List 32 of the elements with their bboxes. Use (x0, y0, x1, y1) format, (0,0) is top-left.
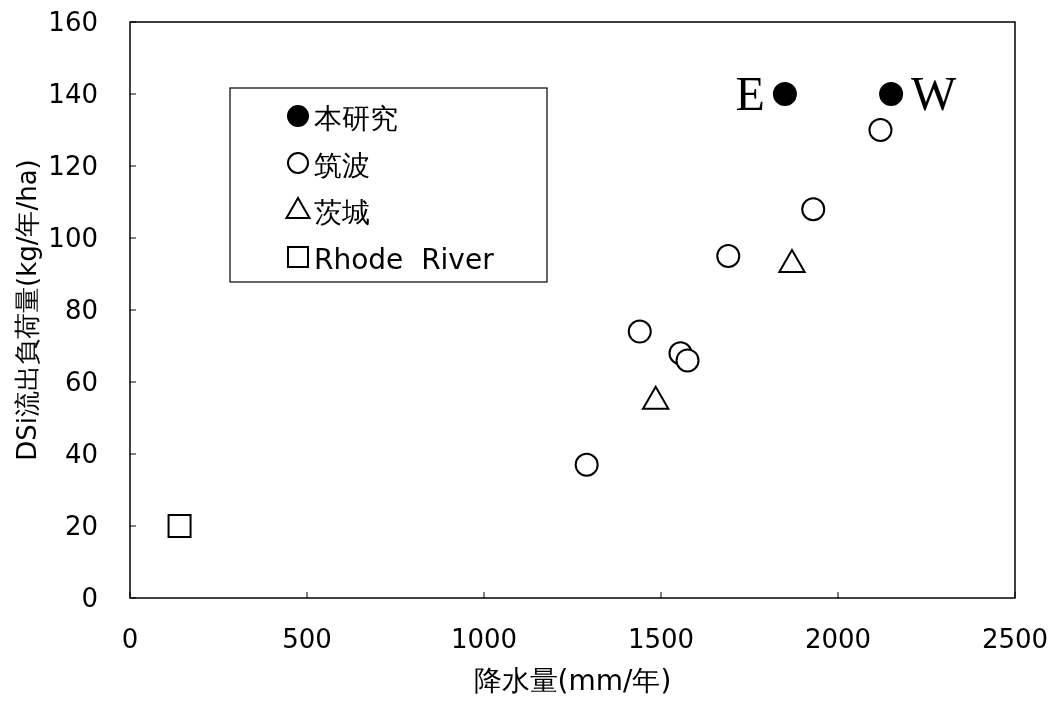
annotation: W (911, 67, 958, 120)
y-tick-label: 80 (64, 295, 98, 325)
point (627, 319, 652, 344)
y-axis-title: DSi流出負荷量(kg/年/ha) (12, 159, 42, 461)
x-tick-label: 1500 (627, 624, 695, 654)
legend-label: 筑波 (314, 149, 370, 182)
x-tick-label: 2000 (804, 624, 872, 654)
point (868, 118, 893, 142)
x-tick-label: 2500 (981, 624, 1049, 654)
y-tick-label: 100 (48, 223, 98, 253)
y-tick-label: 60 (64, 367, 98, 397)
point (716, 244, 741, 268)
point (675, 348, 700, 373)
y-tick-label: 140 (48, 79, 98, 109)
y-tick-label: 120 (48, 151, 98, 181)
y-tick-label: 20 (64, 511, 98, 541)
x-tick-label: 1000 (450, 624, 518, 654)
annotation: E (735, 67, 765, 120)
legend-label: Rhode River (314, 243, 495, 276)
y-tick-label: 40 (64, 439, 98, 469)
x-axis-title: 降水量(mm/年) (473, 664, 672, 697)
point (167, 514, 192, 538)
legend-label: 茨城 (314, 196, 370, 229)
x-tick-label: 0 (121, 624, 139, 654)
point (879, 82, 904, 106)
y-tick-label: 160 (48, 7, 98, 37)
point (772, 82, 797, 106)
legend-label: 本研究 (314, 102, 398, 135)
point (574, 452, 599, 477)
x-tick-label: 500 (282, 624, 332, 654)
point (801, 197, 826, 222)
y-tick-label: 0 (81, 583, 98, 613)
